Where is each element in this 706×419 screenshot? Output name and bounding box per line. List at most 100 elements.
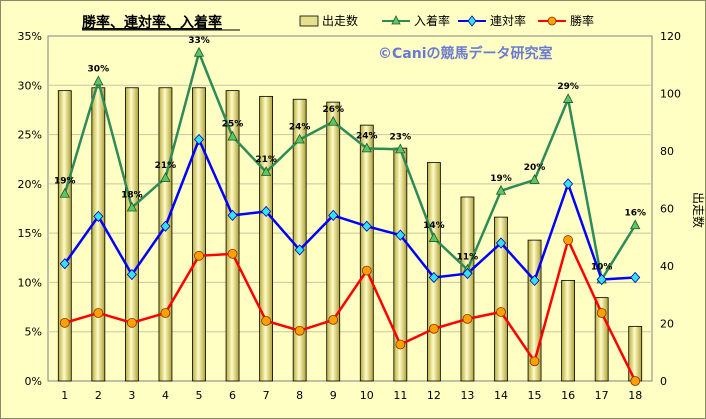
point-top2-rate	[529, 274, 540, 287]
point-top2-rate	[563, 178, 574, 190]
y-tick-label: 0%	[25, 375, 42, 388]
x-tick-label: 2	[95, 389, 102, 402]
point-win-rate	[596, 308, 607, 318]
y-tick-label: 20%	[18, 178, 42, 191]
point-placing-rate	[193, 46, 205, 57]
point-placing-rate	[495, 184, 507, 195]
line-series	[63, 51, 637, 382]
data-label-placing-rate: 19%	[490, 174, 512, 184]
point-placing-rate	[59, 187, 70, 198]
data-label-placing-rate: 33%	[188, 36, 210, 46]
y-tick-label: 15%	[18, 227, 42, 240]
legend-marker-diamond	[467, 15, 477, 27]
point-win-rate	[160, 308, 171, 318]
legend-label-top2: 連対率	[490, 13, 526, 28]
point-win-rate	[428, 323, 439, 334]
point-top2-rate	[630, 271, 641, 284]
point-top2-rate	[596, 273, 607, 286]
point-top2-rate	[126, 268, 137, 281]
point-placing-rate	[260, 166, 272, 176]
x-tick-label: 8	[296, 389, 303, 402]
point-top2-rate	[361, 220, 372, 232]
y-tick-label: 30%	[18, 79, 42, 92]
data-label-placing-rate: 23%	[390, 132, 412, 142]
point-win-rate	[328, 314, 339, 325]
point-placing-rate	[294, 133, 305, 144]
point-win-rate	[496, 307, 506, 317]
point-top2-rate	[193, 133, 205, 146]
series-line-circle	[64, 238, 637, 382]
bar-starts	[326, 101, 341, 382]
point-win-rate	[227, 248, 238, 259]
data-label-placing-rate: 21%	[155, 161, 177, 171]
point-placing-rate	[630, 219, 641, 230]
legend: 出走数 入着率 連対率 勝率	[299, 13, 594, 28]
x-tick-label: 16	[561, 389, 575, 402]
point-placing-rate	[529, 174, 540, 184]
y-tick-label: 5%	[25, 326, 42, 339]
line-markers	[59, 46, 641, 386]
bar-starts	[460, 196, 475, 382]
point-win-rate	[93, 308, 104, 318]
bar-starts	[292, 98, 307, 382]
y2-tick-label: 80	[660, 145, 674, 158]
point-win-rate	[563, 235, 574, 245]
bar-starts	[57, 90, 72, 382]
y2-tick-label: 60	[660, 203, 674, 216]
point-top2-rate	[59, 258, 70, 270]
legend-label-bar: 出走数	[322, 13, 358, 28]
point-placing-rate	[227, 130, 238, 141]
x-tick-label: 15	[528, 389, 542, 402]
watermark-text: ©Caniの競馬データ研究室	[378, 45, 553, 62]
data-label-placing-rate: 30%	[88, 64, 110, 74]
point-top2-rate	[428, 271, 439, 284]
point-top2-rate	[395, 229, 406, 241]
bar-starts	[91, 87, 106, 382]
point-placing-rate	[428, 232, 440, 242]
bar-starts	[359, 124, 374, 382]
point-placing-rate	[395, 143, 406, 154]
y2-axis-title: 出走数	[691, 192, 706, 228]
data-label-placing-rate: 29%	[557, 82, 579, 92]
point-win-rate	[59, 317, 70, 328]
y2-tick-label: 0	[660, 375, 667, 388]
legend-marker-triangle	[391, 15, 401, 25]
point-win-rate	[126, 317, 137, 328]
y-tick-label: 10%	[18, 276, 42, 289]
bar-starts	[494, 216, 508, 382]
x-tick-label: 10	[360, 389, 374, 402]
point-placing-rate	[562, 93, 574, 103]
point-win-rate	[395, 339, 406, 350]
series-line-diamond	[63, 138, 636, 282]
series-line-triangle	[63, 51, 637, 281]
data-label-placing-rate: 20%	[524, 163, 546, 173]
point-placing-rate	[93, 75, 104, 86]
data-label-placing-rate: 10%	[591, 262, 613, 272]
data-label-placing-rate: 24%	[356, 131, 378, 141]
bar-starts	[124, 87, 139, 382]
y-tick-label: 25%	[18, 129, 42, 142]
y2-tick-label: 120	[660, 30, 681, 43]
legend-marker-circle	[547, 16, 557, 26]
point-placing-rate	[361, 142, 372, 153]
data-label-placing-rate: 19%	[54, 177, 76, 187]
point-top2-rate	[261, 205, 272, 218]
x-tick-label: 9	[330, 389, 337, 402]
y2-tick-label: 20	[660, 318, 674, 331]
legend-swatch-bar	[299, 15, 319, 27]
bar-starts	[225, 90, 240, 382]
point-win-rate	[194, 250, 204, 261]
data-label-placing-rate: 26%	[322, 105, 344, 115]
point-win-rate	[462, 313, 473, 324]
y2-tick-label: 40	[660, 260, 674, 273]
point-placing-rate	[160, 172, 171, 182]
bar-starts	[561, 279, 576, 382]
point-top2-rate	[462, 267, 473, 280]
data-label-placing-rate: 16%	[624, 208, 646, 218]
x-tick-label: 17	[595, 389, 609, 402]
point-placing-rate	[126, 201, 138, 212]
point-top2-rate	[93, 210, 104, 222]
legend-label-placing: 入着率	[414, 13, 450, 28]
x-tick-label: 13	[460, 389, 474, 402]
legend-label-win: 勝率	[570, 13, 594, 28]
